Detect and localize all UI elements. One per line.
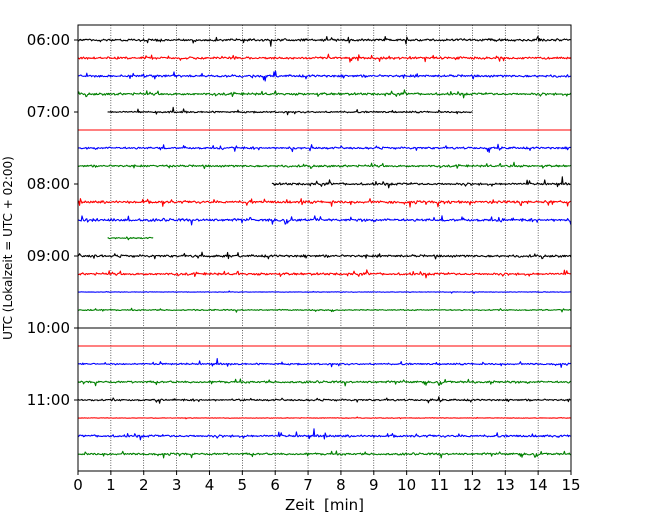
- x-axis-label: Zeit [min]: [285, 496, 364, 514]
- trace-1145: [77, 450, 572, 459]
- x-tick-label-3: 3: [172, 476, 182, 494]
- x-tick-label-7: 7: [303, 476, 313, 494]
- trace-0845: [107, 236, 154, 241]
- y-tick-label-5: 11:00: [27, 391, 70, 409]
- y-tick-label-0: 06:00: [27, 31, 70, 49]
- trace-1045: [77, 378, 572, 387]
- trace-0600: [77, 35, 571, 47]
- trace-0630: [77, 70, 571, 82]
- x-tick-label-11: 11: [430, 476, 449, 494]
- y-tick-label-3: 09:00: [27, 247, 70, 265]
- trace-0645: [77, 89, 572, 99]
- trace-1115: [77, 416, 571, 420]
- x-tick-label-2: 2: [139, 476, 149, 494]
- trace-1100: [77, 396, 571, 404]
- x-tick-label-1: 1: [106, 476, 116, 494]
- x-tick-label-12: 12: [463, 476, 482, 494]
- trace-0815: [77, 198, 571, 208]
- x-tick-label-10: 10: [397, 476, 416, 494]
- x-tick-label-0: 0: [73, 476, 83, 494]
- x-tick-label-6: 6: [270, 476, 280, 494]
- y-tick-label-1: 07:00: [27, 103, 70, 121]
- grid-layer: [110, 25, 539, 471]
- trace-0615: [77, 53, 572, 63]
- x-tick-label-9: 9: [369, 476, 379, 494]
- trace-0915: [77, 269, 571, 279]
- y-tick-label-4: 10:00: [27, 319, 70, 337]
- trace-0730: [77, 143, 572, 153]
- x-tick-label-15: 15: [561, 476, 580, 494]
- trace-layer: [77, 35, 572, 459]
- trace-0930: [77, 290, 571, 294]
- trace-0830: [77, 215, 572, 226]
- trace-1030: [77, 358, 572, 368]
- plot-frame: [77, 24, 572, 472]
- x-tick-label-5: 5: [238, 476, 248, 494]
- trace-0700: [107, 106, 473, 116]
- trace-0900: [77, 251, 572, 260]
- x-tick-label-4: 4: [205, 476, 215, 494]
- x-tick-label-13: 13: [496, 476, 515, 494]
- trace-0945: [77, 307, 572, 313]
- trace-0800: [271, 176, 571, 189]
- x-tick-label-14: 14: [529, 476, 548, 494]
- y-axis-label: UTC (Lokalzeit = UTC + 02:00): [1, 156, 15, 340]
- trace-1130: [77, 428, 571, 441]
- x-tick-label-8: 8: [336, 476, 346, 494]
- x-tick-layer: 0 1 2 3 4 5 6 7 8 9 10 11 12 13 14 15: [73, 471, 581, 494]
- y-tick-label-2: 08:00: [27, 175, 70, 193]
- trace-0745: [77, 161, 572, 170]
- y-tick-layer: 06:00 07:00 08:00 09:00 10:00 11:00: [27, 31, 78, 409]
